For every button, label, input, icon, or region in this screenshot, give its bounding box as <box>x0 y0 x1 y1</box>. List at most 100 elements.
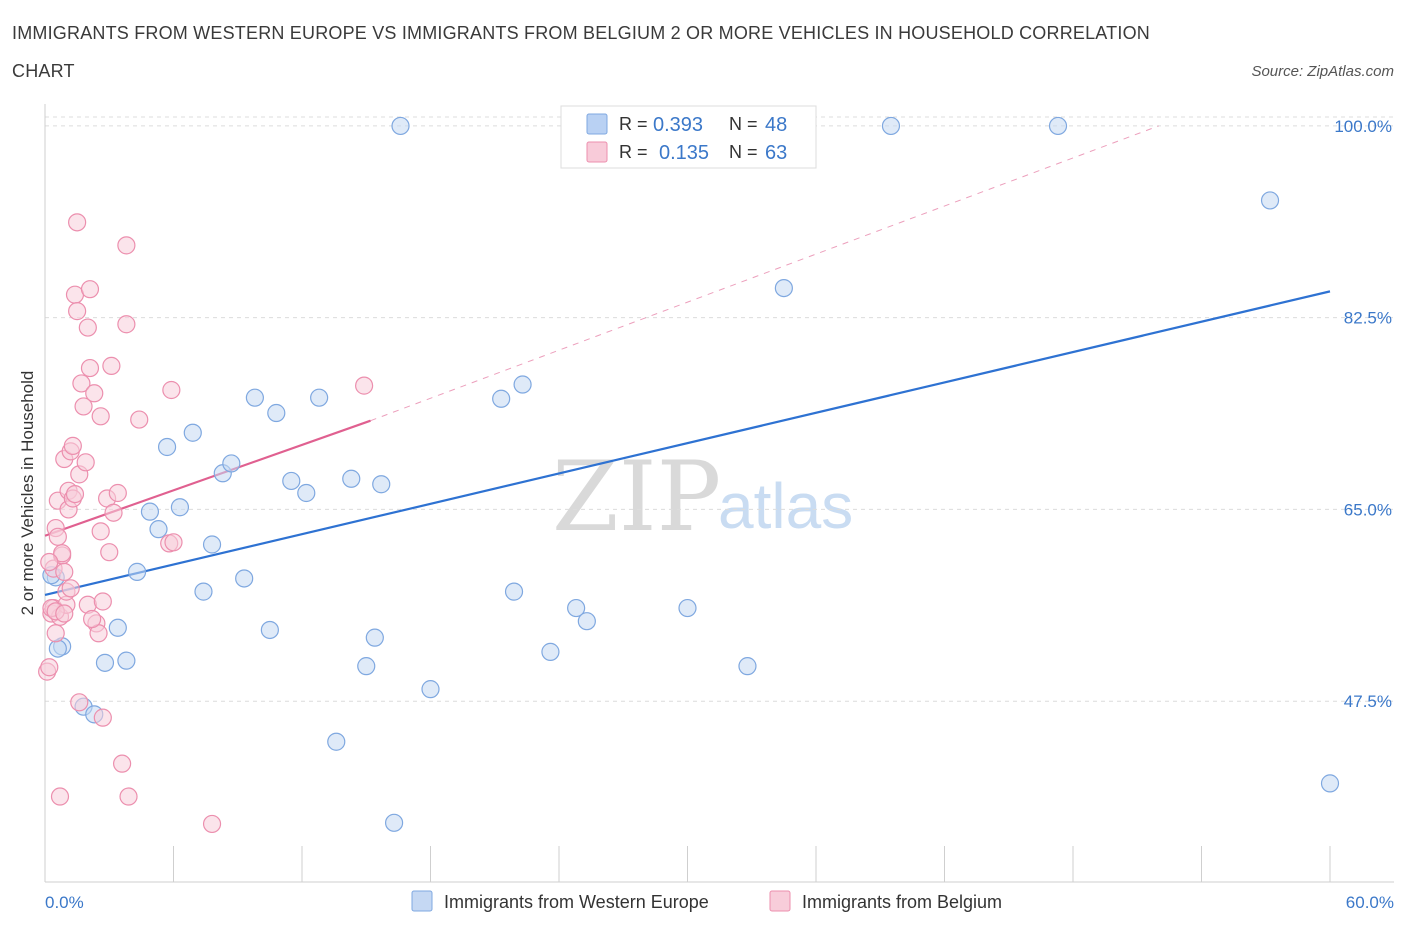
point-belgium <box>68 213 87 232</box>
series-legend: Immigrants from Western Europe Immigrant… <box>411 890 1002 912</box>
legend-swatch-belgium <box>586 141 608 163</box>
point-western-europe <box>183 423 202 442</box>
point-western-europe <box>513 375 532 394</box>
point-belgium <box>46 624 65 643</box>
point-western-europe <box>774 278 793 298</box>
legend-r-value-1: 0.393 <box>653 114 703 136</box>
point-western-europe <box>127 562 147 581</box>
point-belgium <box>104 503 123 522</box>
point-western-europe <box>881 116 901 136</box>
gridlines <box>45 116 1394 702</box>
series-legend-label-western-europe: Immigrants from Western Europe <box>444 892 709 912</box>
stats-legend: R = 0.393 N = 48 R = 0.135 N = 63 <box>560 105 817 169</box>
y-tick-label: 47.5% <box>1344 692 1392 711</box>
point-western-europe <box>48 639 67 658</box>
point-western-europe <box>95 653 115 672</box>
point-western-europe <box>342 469 361 488</box>
point-western-europe <box>260 620 279 640</box>
y-tick-labels: 100.0% 82.5% 65.0% 47.5% <box>1334 117 1392 711</box>
point-western-europe <box>282 471 301 491</box>
point-belgium <box>100 543 119 562</box>
point-western-europe <box>149 520 168 539</box>
point-belgium <box>40 552 59 572</box>
point-western-europe <box>170 498 190 517</box>
point-belgium <box>117 315 136 334</box>
y-tick-label: 82.5% <box>1344 309 1392 328</box>
point-western-europe <box>738 657 757 676</box>
point-western-europe <box>1048 116 1068 136</box>
point-western-europe <box>157 437 177 457</box>
point-belgium <box>68 302 87 321</box>
point-western-europe <box>492 389 511 408</box>
point-belgium <box>55 562 74 581</box>
legend-r-label-1: R = <box>619 114 648 134</box>
point-western-europe <box>194 582 213 601</box>
point-belgium <box>91 407 110 426</box>
point-western-europe <box>327 732 346 751</box>
point-belgium <box>53 544 72 563</box>
y-axis-label: 2 or more Vehicles in Household <box>18 371 37 616</box>
trend-lines <box>44 125 1331 596</box>
point-belgium <box>108 483 127 503</box>
point-western-europe <box>391 116 410 136</box>
legend-swatch-western-europe <box>586 113 608 135</box>
point-western-europe <box>235 569 254 588</box>
point-western-europe <box>357 657 376 676</box>
point-western-europe <box>421 680 440 699</box>
x-tick-label-min: 0.0% <box>45 893 84 912</box>
series-legend-swatch-belgium <box>769 890 791 912</box>
y-tick-label: 65.0% <box>1344 500 1392 519</box>
point-belgium <box>83 609 102 629</box>
point-western-europe <box>140 502 160 521</box>
legend-n-label-1: N = <box>729 114 758 134</box>
point-western-europe <box>365 628 384 647</box>
watermark-atlas: atlas <box>718 470 853 542</box>
point-western-europe <box>117 651 136 670</box>
point-belgium <box>162 380 181 400</box>
point-belgium <box>80 358 100 378</box>
legend-n-value-2: 63 <box>765 142 787 164</box>
point-western-europe <box>202 535 222 554</box>
series-legend-swatch-western-europe <box>411 890 433 912</box>
point-belgium <box>119 787 138 806</box>
point-belgium <box>202 814 222 834</box>
point-belgium <box>78 318 97 337</box>
trend-line-extension-1 <box>370 125 1159 422</box>
point-belgium <box>93 592 112 611</box>
point-western-europe <box>267 403 286 423</box>
point-belgium <box>72 374 91 393</box>
point-belgium <box>50 787 70 806</box>
point-western-europe <box>1260 191 1280 210</box>
point-belgium <box>355 376 374 395</box>
y-tick-label: 100.0% <box>1334 117 1392 136</box>
point-belgium <box>80 280 100 299</box>
chart-title-line2: CHART <box>12 61 75 81</box>
point-western-europe <box>310 388 329 407</box>
point-western-europe <box>678 598 697 618</box>
trend-line-belgium <box>44 419 371 537</box>
point-western-europe <box>577 612 596 631</box>
legend-r-value-2: 0.135 <box>659 142 709 164</box>
point-western-europe <box>567 598 586 618</box>
point-belgium <box>117 236 136 255</box>
legend-n-label-2: N = <box>729 142 758 162</box>
point-western-europe <box>108 618 127 637</box>
point-belgium <box>40 658 59 677</box>
point-belgium <box>102 356 121 375</box>
point-belgium <box>93 708 112 727</box>
legend-r-label-2: R = <box>619 142 648 162</box>
point-western-europe <box>541 642 560 661</box>
point-western-europe <box>504 582 524 601</box>
series-legend-label-belgium: Immigrants from Belgium <box>802 892 1002 912</box>
point-belgium <box>74 397 93 416</box>
point-belgium <box>85 384 104 403</box>
legend-n-value-1: 48 <box>765 114 787 136</box>
point-belgium <box>112 754 132 773</box>
point-belgium <box>63 436 82 455</box>
point-western-europe <box>384 813 404 832</box>
watermark-zip: ZIP <box>552 441 721 553</box>
trend-line-western-europe <box>44 290 1331 596</box>
point-belgium <box>48 527 67 546</box>
point-western-europe <box>245 388 264 407</box>
